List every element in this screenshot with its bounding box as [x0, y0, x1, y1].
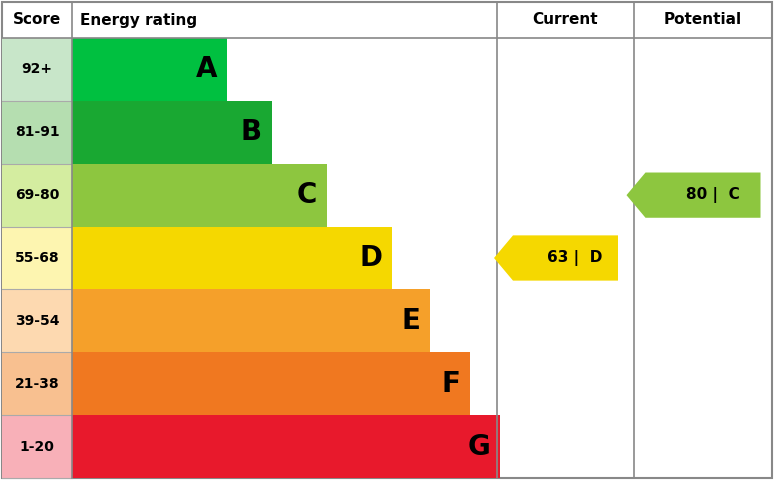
Text: 1-20: 1-20 — [19, 440, 54, 454]
Text: 63 |  D: 63 | D — [547, 250, 603, 266]
Bar — [2, 415, 72, 478]
Text: 92+: 92+ — [22, 62, 53, 76]
Bar — [2, 38, 72, 101]
Text: 21-38: 21-38 — [15, 377, 60, 391]
Text: D: D — [359, 244, 382, 272]
Polygon shape — [626, 172, 761, 218]
Bar — [2, 164, 72, 227]
Bar — [2, 352, 72, 415]
Bar — [72, 289, 430, 352]
Bar — [2, 289, 72, 352]
Bar — [72, 101, 272, 164]
Text: 81-91: 81-91 — [15, 125, 60, 139]
Text: B: B — [241, 118, 262, 146]
Text: 55-68: 55-68 — [15, 251, 60, 265]
Text: G: G — [467, 432, 490, 461]
Text: Score: Score — [13, 12, 61, 27]
Bar — [2, 101, 72, 164]
Bar — [72, 38, 227, 101]
Text: A: A — [196, 55, 217, 84]
Text: F: F — [441, 370, 460, 398]
Bar — [2, 227, 72, 289]
Polygon shape — [494, 235, 618, 281]
Bar — [72, 352, 470, 415]
Text: 69-80: 69-80 — [15, 188, 59, 202]
Text: Potential: Potential — [664, 12, 742, 27]
Text: E: E — [401, 307, 420, 335]
Text: C: C — [296, 181, 317, 209]
Text: 39-54: 39-54 — [15, 314, 60, 328]
Bar — [72, 415, 500, 478]
Text: Current: Current — [533, 12, 598, 27]
Bar — [72, 164, 327, 227]
Text: 80 |  C: 80 | C — [686, 187, 739, 203]
Bar — [72, 227, 392, 289]
Text: Energy rating: Energy rating — [80, 12, 197, 27]
